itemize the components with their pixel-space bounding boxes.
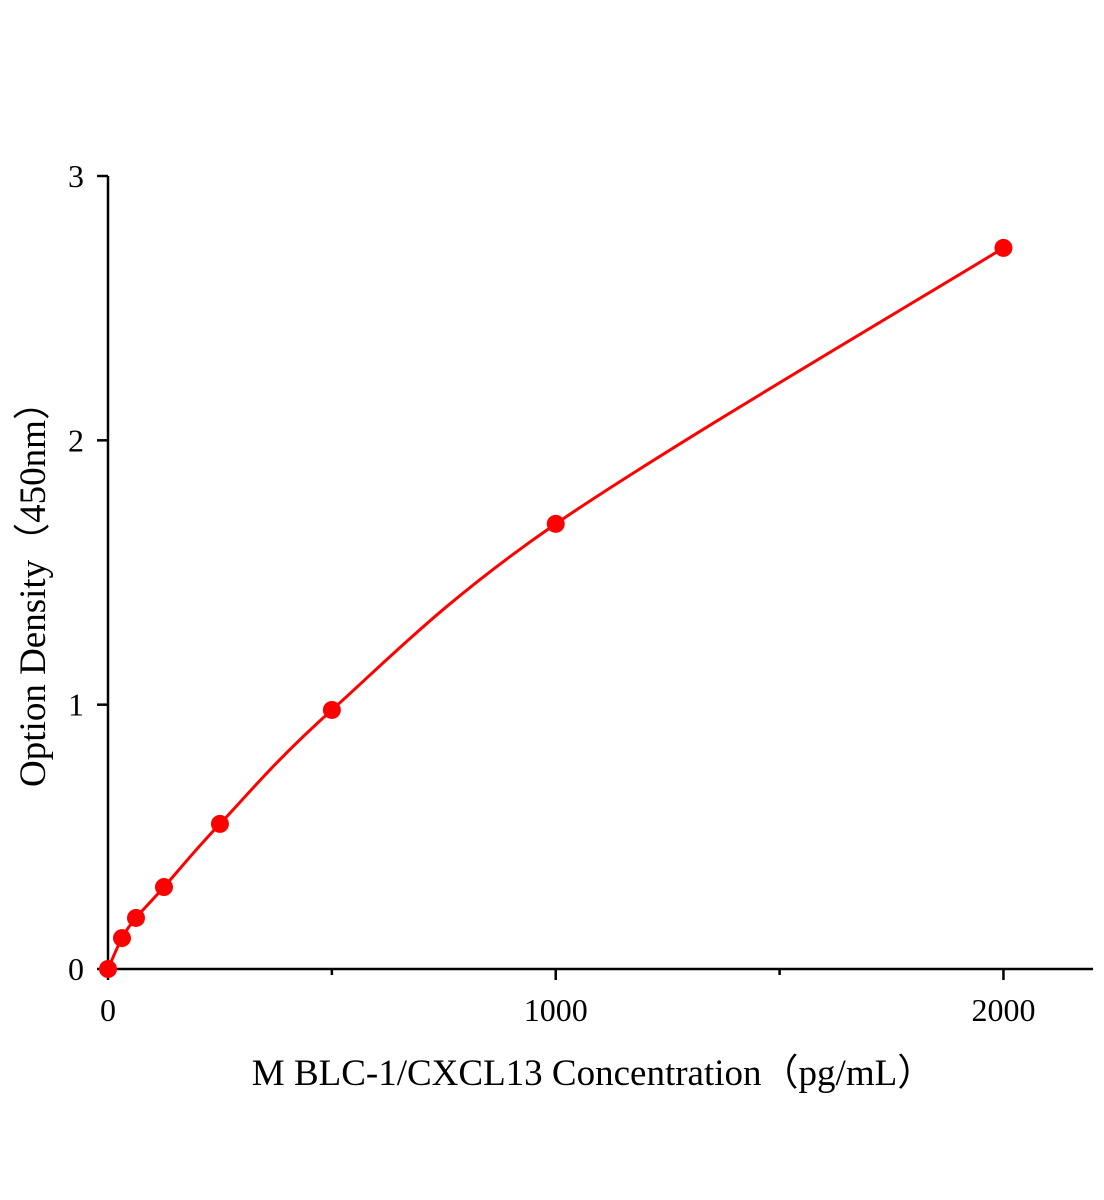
x-tick-label: 2000: [971, 992, 1035, 1028]
data-point: [994, 238, 1013, 257]
y-axis-label: Option Density（450nm）: [13, 383, 54, 787]
x-tick-label: 1000: [524, 992, 588, 1028]
data-point: [210, 814, 229, 833]
y-tick-label: 1: [68, 687, 84, 723]
data-point: [154, 878, 173, 897]
y-tick-label: 0: [68, 951, 84, 987]
y-tick-label: 3: [68, 158, 84, 194]
data-point: [322, 700, 341, 719]
x-axis-label: M BLC-1/CXCL13 Concentration（pg/mL）: [252, 1053, 934, 1094]
data-point: [546, 514, 565, 533]
data-point: [112, 929, 131, 948]
data-point: [126, 908, 145, 927]
data-point: [99, 960, 117, 978]
y-tick-label: 2: [68, 422, 84, 458]
fit-curve: [106, 246, 1005, 970]
x-tick-label: 0: [100, 992, 116, 1028]
